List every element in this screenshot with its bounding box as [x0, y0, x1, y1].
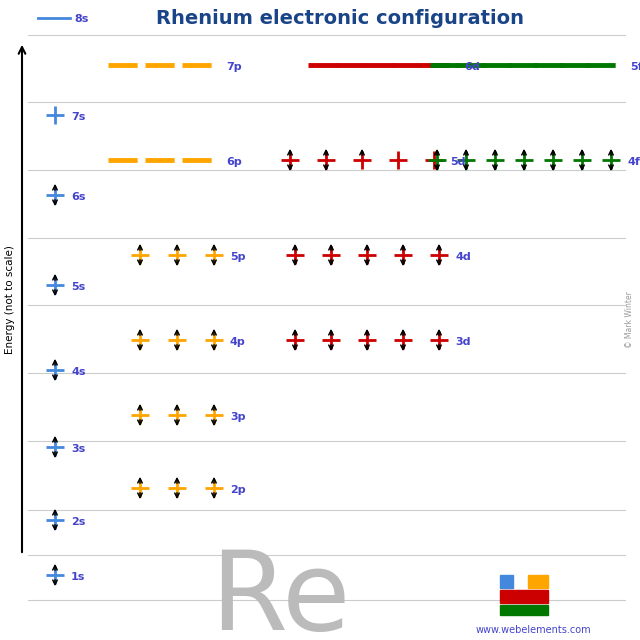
- Text: 6p: 6p: [226, 157, 242, 167]
- Text: 2s: 2s: [71, 517, 85, 527]
- Text: 1s: 1s: [71, 572, 85, 582]
- Text: 4d: 4d: [455, 252, 471, 262]
- Text: 8s: 8s: [74, 14, 88, 24]
- Bar: [528, 575, 548, 588]
- Text: 5s: 5s: [71, 282, 85, 292]
- Text: 7s: 7s: [71, 112, 85, 122]
- Text: Re: Re: [210, 547, 350, 640]
- Text: 5p: 5p: [230, 252, 246, 262]
- Text: www.webelements.com: www.webelements.com: [476, 625, 591, 635]
- Bar: [500, 605, 548, 615]
- Text: 2p: 2p: [230, 485, 246, 495]
- Bar: [500, 590, 548, 603]
- Text: 4p: 4p: [230, 337, 246, 347]
- Text: 4s: 4s: [71, 367, 86, 377]
- Text: 5d: 5d: [450, 157, 465, 167]
- Text: © Mark Winter: © Mark Winter: [625, 292, 634, 348]
- Text: 5f: 5f: [630, 62, 640, 72]
- Text: 3p: 3p: [230, 412, 246, 422]
- Text: Energy (not to scale): Energy (not to scale): [5, 246, 15, 355]
- Text: 7p: 7p: [226, 62, 242, 72]
- Text: 3s: 3s: [71, 444, 85, 454]
- Text: 4f: 4f: [627, 157, 640, 167]
- Text: 3d: 3d: [455, 337, 470, 347]
- Bar: [500, 575, 513, 588]
- Text: Rhenium electronic configuration: Rhenium electronic configuration: [156, 8, 524, 28]
- Text: 6s: 6s: [71, 192, 86, 202]
- Text: 6d: 6d: [464, 62, 480, 72]
